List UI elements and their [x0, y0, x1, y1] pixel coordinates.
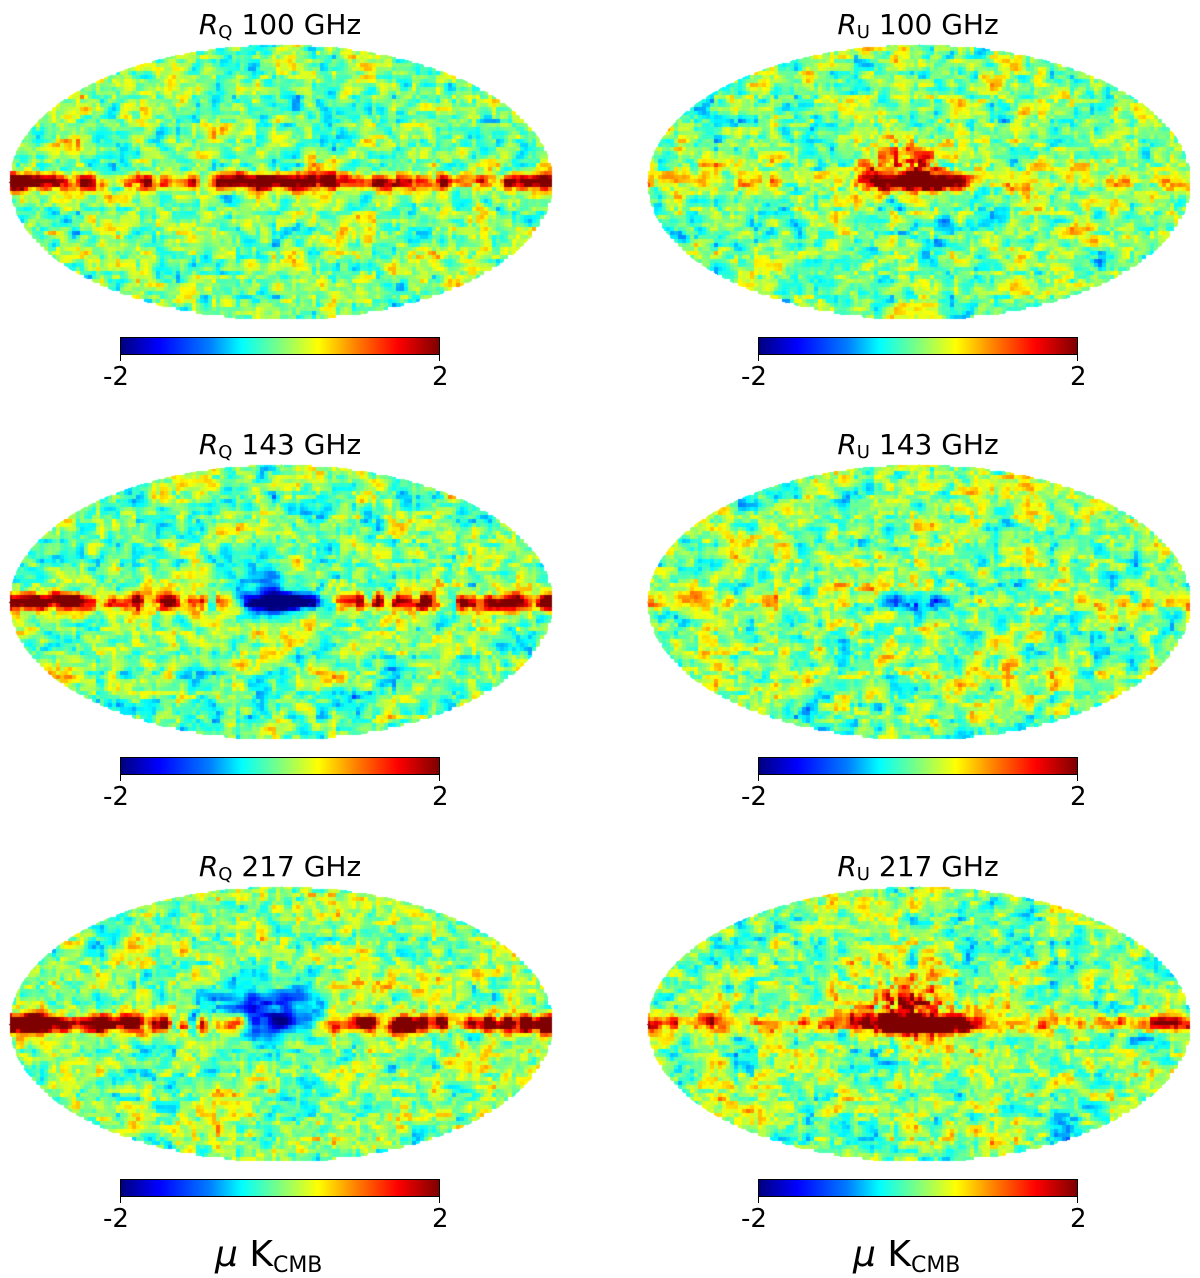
colorbar-tick-max	[439, 355, 440, 361]
title-subscript: Q	[218, 442, 233, 463]
mollweide-sky-map	[646, 43, 1192, 321]
unit-prefix: μ	[215, 1234, 238, 1275]
title-frequency: 143 GHz	[241, 428, 362, 461]
colorbar	[120, 1179, 440, 1197]
panel-title: RQ 217 GHz	[0, 850, 560, 885]
title-symbol: R	[198, 428, 219, 461]
colorbar	[758, 337, 1078, 355]
title-frequency: 217 GHz	[878, 850, 999, 883]
title-subscript: Q	[218, 864, 233, 885]
panel-title: RU 100 GHz	[638, 8, 1198, 43]
colorbar-min-label: -2	[103, 1204, 129, 1234]
colorbar-tick-min	[758, 355, 759, 361]
colorbar	[120, 757, 440, 775]
colorbar	[758, 1179, 1078, 1197]
title-subscript: Q	[218, 22, 233, 43]
panel-rq-217: RQ 217 GHz -2 2 μ KCMB	[0, 842, 600, 1278]
title-subscript: U	[856, 864, 870, 885]
title-subscript: U	[856, 22, 870, 43]
panel-ru-100: RU 100 GHz -2 2	[638, 0, 1200, 420]
colorbar-min-label: -2	[741, 1204, 767, 1234]
colorbar-tick-min	[120, 355, 121, 361]
mollweide-sky-map	[8, 885, 554, 1163]
mollweide-sky-map	[646, 463, 1192, 741]
colorbar-tick-max	[1077, 775, 1078, 781]
mollweide-sky-map	[8, 43, 554, 321]
panel-rq-100: RQ 100 GHz -2 2	[0, 0, 600, 420]
colorbar-unit-label: μ KCMB	[853, 1234, 960, 1278]
colorbar-max-label: 2	[432, 1204, 449, 1234]
title-frequency: 100 GHz	[878, 8, 999, 41]
title-frequency: 217 GHz	[241, 850, 362, 883]
colorbar-tick-min	[120, 775, 121, 781]
colorbar-max-label: 2	[432, 362, 449, 392]
title-frequency: 143 GHz	[878, 428, 999, 461]
panel-title: RQ 100 GHz	[0, 8, 560, 43]
unit-subscript: CMB	[272, 1253, 323, 1278]
colorbar-tick-max	[1077, 355, 1078, 361]
colorbar-tick-max	[1077, 1197, 1078, 1203]
colorbar-tick-min	[758, 775, 759, 781]
title-symbol: R	[198, 850, 219, 883]
colorbar-tick-min	[120, 1197, 121, 1203]
title-frequency: 100 GHz	[241, 8, 362, 41]
colorbar-min-label: -2	[103, 782, 129, 812]
colorbar-max-label: 2	[1070, 362, 1087, 392]
unit-subscript: CMB	[910, 1253, 961, 1278]
colorbar-max-label: 2	[1070, 1204, 1087, 1234]
panel-ru-143: RU 143 GHz -2 2	[638, 420, 1200, 840]
colorbar	[120, 337, 440, 355]
colorbar-unit-label: μ KCMB	[215, 1234, 322, 1278]
title-symbol: R	[198, 8, 219, 41]
unit-symbol: K	[249, 1234, 273, 1275]
unit-prefix: μ	[853, 1234, 876, 1275]
colorbar	[758, 757, 1078, 775]
unit-symbol: K	[887, 1234, 911, 1275]
panel-title: RQ 143 GHz	[0, 428, 560, 463]
title-symbol: R	[837, 8, 857, 41]
mollweide-sky-map	[8, 463, 554, 741]
colorbar-tick-max	[439, 1197, 440, 1203]
colorbar-tick-min	[758, 1197, 759, 1203]
mollweide-sky-map	[646, 885, 1192, 1163]
colorbar-max-label: 2	[432, 782, 449, 812]
colorbar-min-label: -2	[741, 362, 767, 392]
colorbar-tick-max	[439, 775, 440, 781]
colorbar-min-label: -2	[103, 362, 129, 392]
title-subscript: U	[856, 442, 870, 463]
panel-rq-143: RQ 143 GHz -2 2	[0, 420, 600, 840]
panel-title: RU 143 GHz	[638, 428, 1198, 463]
colorbar-max-label: 2	[1070, 782, 1087, 812]
panel-ru-217: RU 217 GHz -2 2 μ KCMB	[638, 842, 1200, 1278]
title-symbol: R	[837, 850, 857, 883]
colorbar-min-label: -2	[741, 782, 767, 812]
title-symbol: R	[837, 428, 857, 461]
panel-title: RU 217 GHz	[638, 850, 1198, 885]
